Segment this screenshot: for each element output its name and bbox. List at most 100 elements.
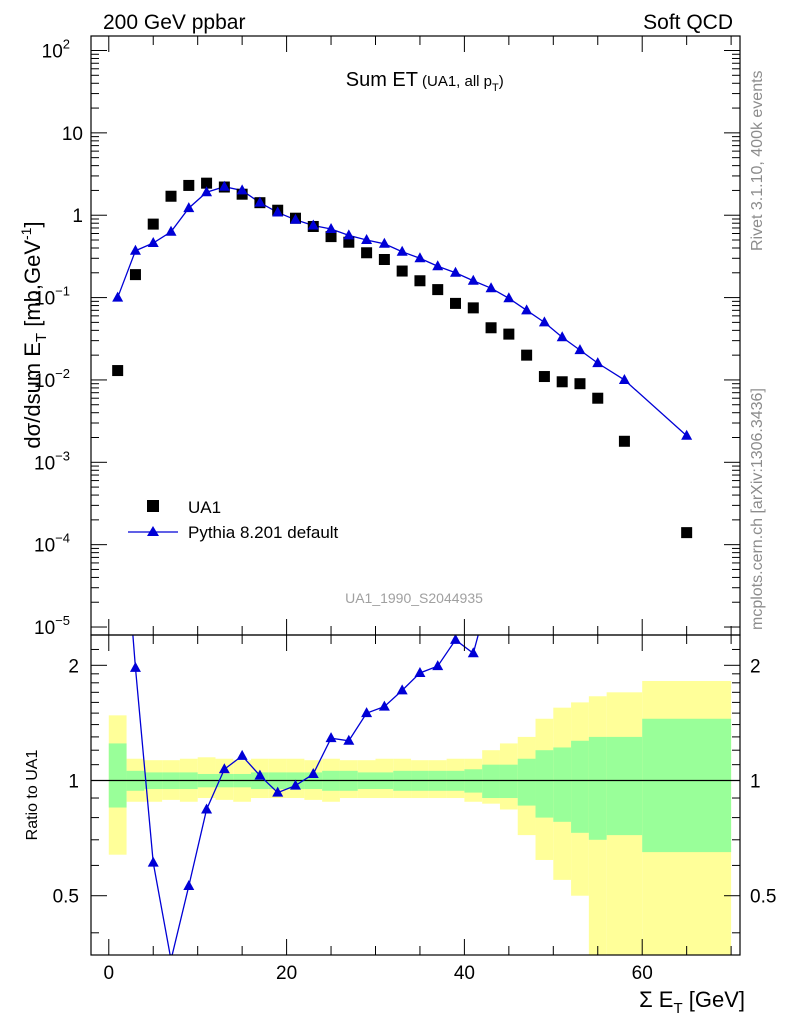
pythia-data-point <box>165 225 177 236</box>
ratio-pythia-point <box>236 749 248 760</box>
ratio-pythia-point <box>183 880 195 891</box>
ua1-data-point <box>183 179 195 191</box>
main-series-marks <box>112 177 693 539</box>
pythia-data-point <box>574 344 586 355</box>
ratio-axis-ticks: 0.5 0.51 12 20 20 40 60 <box>53 635 776 984</box>
ratio-pythia-point <box>307 767 319 778</box>
main-y-tick-label: 10−3 <box>34 448 70 474</box>
pythia-data-point <box>201 186 213 197</box>
ratio-y-tick-label: 2 <box>68 656 79 677</box>
ua1-data-point <box>556 376 568 388</box>
ratio-pythia-point <box>414 666 426 677</box>
main-title: Sum ET <box>346 69 418 91</box>
ratio-band-stat <box>499 764 518 799</box>
ratio-y-tick-label-right: 2 <box>750 656 761 677</box>
pythia-data-point <box>147 236 159 247</box>
legend-pythia-label: Pythia 8.201 default <box>188 523 339 542</box>
pythia-data-point <box>343 229 355 240</box>
legend-ua1-label: UA1 <box>188 498 221 517</box>
ua1-data-point <box>201 177 213 189</box>
main-y-label: dσ/dsum ET [mb,GeV-1] <box>18 221 50 448</box>
legend: UA1 Pythia 8.201 default <box>128 498 339 542</box>
main-plot-panel: 10−5 10−4 10−3 10−2 10−1 1 10 102 Sum ET (UA1, … <box>18 35 741 639</box>
ratio-pythia-point <box>112 435 123 445</box>
ratio-band-stat <box>482 764 500 799</box>
header-left: 200 GeV ppbar <box>103 11 245 34</box>
pythia-data-point <box>618 373 630 384</box>
ratio-band-stat <box>553 747 572 822</box>
x-tick-label: 0 <box>103 963 114 984</box>
ua1-data-point <box>681 527 693 539</box>
ratio-pythia-point <box>343 734 355 745</box>
ua1-data-point <box>396 265 408 277</box>
ua1-data-point <box>503 328 515 340</box>
ratio-band-stat <box>606 736 643 836</box>
ua1-data-point <box>432 284 444 296</box>
x-tick-label: 60 <box>632 963 653 984</box>
pythia-data-point <box>538 316 550 327</box>
pythia-data-point <box>467 274 479 285</box>
ratio-pythia-point <box>201 803 213 814</box>
ratio-pythia-curve <box>132 635 479 955</box>
analysis-watermark: UA1_1990_S2044935 <box>345 590 483 606</box>
main-y-tick-label: 10−4 <box>34 531 70 557</box>
pythia-data-point <box>307 219 319 230</box>
ua1-data-point <box>450 297 462 309</box>
main-title-sub: (UA1, all pT) <box>422 73 504 94</box>
ratio-band-stat <box>535 750 554 818</box>
pythia-data-point <box>112 291 124 302</box>
main-y-tick-label: 10−2 <box>34 366 70 392</box>
x-tick-label: 20 <box>276 963 297 984</box>
ratio-pythia-point <box>272 786 284 797</box>
ratio-pythia-point <box>129 661 141 672</box>
ua1-data-point <box>467 302 479 314</box>
ratio-pythia-point <box>289 779 301 790</box>
ratio-uncertainty-bands <box>108 680 732 955</box>
main-plot-frame <box>90 35 741 636</box>
side-text-bottom: mcplots.cern.ch [arXiv:1306.3436] <box>749 388 766 630</box>
pythia-data-point <box>272 206 284 217</box>
ratio-pythia-point <box>325 732 337 743</box>
ua1-data-point <box>485 322 497 334</box>
pythia-data-point <box>289 213 301 224</box>
legend-pythia-marker <box>147 526 159 536</box>
pythia-data-point <box>396 245 408 256</box>
ratio-pythia-point <box>396 684 408 695</box>
ua1-data-point <box>343 236 355 248</box>
ratio-plot-panel: 0.5 0.51 12 20 20 40 60 Ratio to UA1 Σ ET [GeV… <box>24 435 776 1017</box>
ua1-data-point <box>325 231 337 243</box>
pythia-data-point <box>378 237 390 248</box>
ratio-band-stat <box>571 740 589 833</box>
ratio-pythia-point <box>218 763 230 774</box>
pythia-data-point <box>521 304 533 315</box>
ratio-y-tick-label: 0.5 <box>53 887 79 908</box>
ratio-series-line <box>132 635 479 955</box>
ratio-pythia-point <box>467 647 479 658</box>
pythia-data-point <box>183 202 195 213</box>
legend-ua1-marker <box>147 500 159 512</box>
ratio-y-tick-label-right: 1 <box>750 772 761 793</box>
ratio-pythia-point <box>378 700 390 711</box>
pythia-data-point <box>681 429 693 440</box>
header-right: Soft QCD <box>643 11 733 34</box>
ua1-data-point <box>521 349 533 361</box>
ratio-plot-frame <box>90 634 741 956</box>
ratio-y-label: Ratio to UA1 <box>24 750 41 841</box>
pythia-data-point <box>236 184 248 195</box>
ua1-data-point <box>165 190 177 202</box>
ua1-data-point <box>112 365 124 377</box>
pythia-data-point <box>218 180 230 191</box>
pythia-data-point <box>254 196 266 207</box>
ratio-y-tick-label-right: 0.5 <box>750 887 776 908</box>
ua1-data-point <box>147 218 159 230</box>
ua1-data-point <box>129 269 141 281</box>
pythia-data-point <box>485 282 497 293</box>
main-y-tick-label: 10−5 <box>34 613 70 639</box>
main-y-axis-ticks: 10−5 10−4 10−3 10−2 10−1 1 10 102 <box>34 37 740 639</box>
ratio-pythia-point <box>450 635 462 644</box>
ua1-data-point <box>618 435 630 447</box>
main-y-tick-label: 1 <box>72 206 83 227</box>
pythia-data-point <box>325 223 337 234</box>
ua1-data-point <box>592 392 604 404</box>
main-y-tick-label: 10−1 <box>34 284 70 310</box>
